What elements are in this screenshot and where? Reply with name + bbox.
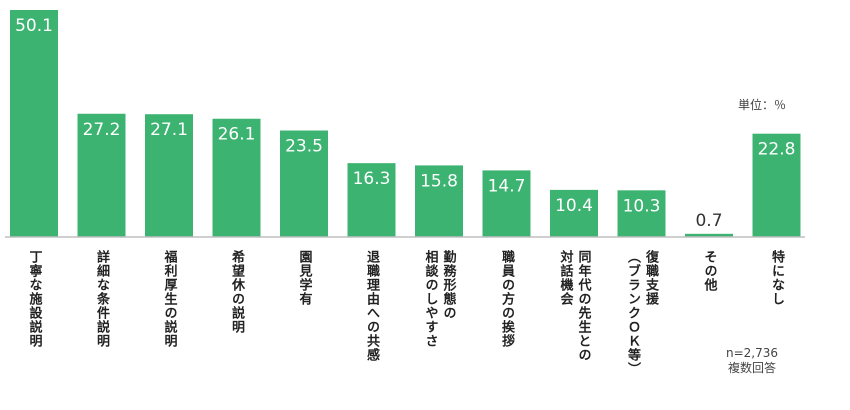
value-label-3: 26.1 — [218, 125, 256, 145]
value-label-8: 10.4 — [555, 196, 593, 216]
bar-0 — [10, 10, 58, 237]
unit-label: 単位：％ — [738, 98, 787, 112]
value-label-7: 14.7 — [488, 176, 526, 196]
category-label-5: 退職理由への共感 — [364, 250, 380, 362]
category-label-7: 職員の方の挨拶 — [499, 249, 516, 348]
category-label-11: 特になし — [769, 249, 785, 306]
category-label-8-1: 対話機会 — [558, 249, 575, 306]
bar-4 — [280, 130, 328, 237]
value-label-2: 27.1 — [150, 120, 188, 140]
category-label-6-1: 相談のしやすさ — [423, 249, 439, 348]
bar-6 — [415, 165, 463, 237]
bar-10 — [685, 233, 733, 237]
category-label-0: 丁寧な施設説明 — [27, 250, 43, 348]
answer-type: 複数回答 — [728, 361, 777, 375]
bar-7 — [482, 170, 531, 237]
category-label-1: 詳細な条件説明 — [94, 249, 110, 348]
value-label-0: 50.1 — [15, 16, 53, 36]
bar-3 — [212, 118, 261, 237]
category-label-3: 希望休の説明 — [229, 249, 246, 334]
bar-9 — [617, 190, 666, 237]
value-label-5: 16.3 — [353, 169, 391, 189]
category-label-6-0: 勤務形態の — [441, 249, 457, 320]
category-label-4: 園見学有 — [297, 249, 314, 306]
bar-1 — [77, 113, 126, 237]
value-label-10: 0.7 — [695, 211, 722, 231]
value-label-1: 27.2 — [83, 120, 121, 140]
value-label-9: 10.3 — [623, 196, 661, 216]
category-label-10: その他 — [702, 250, 719, 292]
bar-5 — [347, 163, 396, 237]
value-label-6: 15.8 — [420, 171, 458, 191]
value-label-4: 23.5 — [285, 137, 323, 157]
bar-8 — [550, 189, 598, 237]
sample-note: n=2,736 複数回答 — [726, 346, 778, 376]
category-label-9-0: 復職支援 — [643, 249, 660, 306]
category-label-2: 福利厚生の説明 — [162, 249, 179, 348]
category-label-8-0: 同年代の先生との — [576, 250, 593, 362]
bar-2 — [145, 114, 193, 237]
sample-size: n=2,736 — [726, 346, 779, 360]
bar-11 — [752, 133, 801, 237]
value-label-11: 22.8 — [758, 140, 796, 160]
category-label-9-1: （ブランクＯＫ等） — [625, 250, 642, 376]
